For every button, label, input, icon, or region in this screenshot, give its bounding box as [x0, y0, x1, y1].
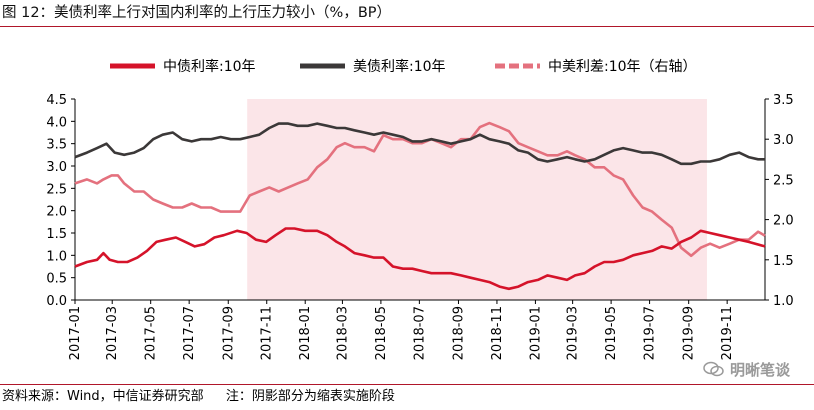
legend: 中债利率:10年 美债利率:10年 中美利差:10年（右轴） [110, 58, 697, 75]
x-tick-label: 2018-07 [412, 306, 427, 360]
left-tick-label: 0.0 [46, 294, 67, 309]
left-tick-label: 1.0 [46, 249, 67, 264]
x-tick-label: 2017-07 [182, 306, 197, 360]
right-tick-label: 1.5 [773, 254, 794, 269]
watermark-text: 明晰笔谈 [729, 361, 790, 379]
left-tick-label: 2.0 [46, 205, 67, 220]
x-tick-label: 2018-09 [451, 306, 466, 360]
left-tick-label: 0.5 [46, 272, 67, 287]
right-tick-label: 2.0 [773, 214, 794, 229]
legend-label: 中美利差:10年（右轴） [548, 59, 697, 75]
wechat-icon [703, 361, 724, 377]
x-tick-label: 2019-05 [604, 306, 619, 360]
x-tick-label: 2019-03 [566, 306, 581, 360]
right-tick-label: 1.0 [773, 294, 794, 309]
x-tick-label: 2019-09 [682, 306, 697, 360]
left-tick-label: 1.5 [46, 227, 67, 242]
note-text: 注：阴影部分为缩表实施阶段 [225, 389, 395, 404]
right-tick-label: 3.5 [773, 93, 794, 108]
x-tick-label: 2018-03 [335, 306, 350, 360]
tick-labels: 0.0 0.5 1.0 1.5 2.0 2.5 3.0 3.5 4.0 4.5 1.0 1.5 2.0 2… [46, 93, 793, 360]
left-tick-label: 2.5 [46, 182, 67, 197]
x-tick-label: 2019-07 [643, 306, 658, 360]
series-line-us-10y [74, 122, 765, 166]
source-text: 资料来源：Wind，中信证券研究部 [2, 389, 204, 404]
watermark: 明晰笔谈 [703, 359, 790, 380]
right-tick-label: 2.5 [773, 173, 794, 188]
x-tick-label: 2018-01 [298, 306, 313, 360]
x-tick-label: 2017-03 [105, 306, 120, 360]
left-tick-label: 3.0 [46, 160, 67, 175]
right-tick-label: 3.0 [773, 133, 794, 148]
left-tick-label: 4.5 [46, 93, 67, 108]
x-tick-label: 2017-09 [221, 306, 236, 360]
left-tick-label: 3.5 [46, 138, 67, 153]
legend-label: 中债利率:10年 [163, 58, 256, 75]
series-layer [74, 121, 766, 291]
series-line-china-10y [74, 227, 766, 291]
left-tick-label: 4.0 [46, 115, 67, 130]
line-chart: 中债利率:10年 美债利率:10年 中美利差:10年（右轴） 0.0 0.5 1.0 1.… [46, 58, 793, 360]
x-tick-label: 2017-01 [68, 306, 83, 360]
x-tick-label: 2017-11 [260, 306, 275, 360]
x-tick-label: 2018-11 [490, 306, 505, 360]
x-tick-label: 2018-05 [374, 306, 389, 360]
x-tick-label: 2017-05 [144, 306, 159, 360]
legend-label: 美债利率:10年 [353, 58, 446, 75]
source-footer: 资料来源：Wind，中信证券研究部 注：阴影部分为缩表实施阶段 [0, 384, 814, 410]
axes-layer [71, 98, 769, 304]
figure-title: 图 12：美债利率上行对国内利率的上行压力较小（%，BP） [0, 0, 814, 27]
x-tick-label: 2019-01 [528, 306, 543, 360]
x-tick-label: 2019-11 [720, 306, 735, 360]
series-line-spread-10y [74, 121, 766, 258]
